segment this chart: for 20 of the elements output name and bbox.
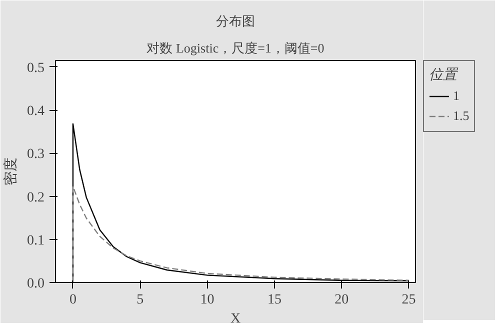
legend-label: 1 xyxy=(453,88,460,104)
x-tick-label: 25 xyxy=(402,292,416,308)
line-series xyxy=(72,186,410,282)
x-tick-label: 20 xyxy=(334,292,349,308)
y-tick-label: 0.4 xyxy=(27,104,44,120)
x-tick-label: 5 xyxy=(136,292,144,308)
chart-title: 分布图 xyxy=(216,14,255,28)
y-axis-title: 密度 xyxy=(3,158,19,186)
x-tick-label: 10 xyxy=(200,292,214,308)
chart-subtitle: 对数 Logistic，尺度=1，阈值=0 xyxy=(146,40,324,56)
y-tick-label: 0.2 xyxy=(27,190,44,206)
x-axis-title: X xyxy=(230,312,241,326)
y-tick-label: 0.0 xyxy=(27,276,44,292)
legend-label: 1.5 xyxy=(453,108,470,124)
y-tick-label: 0.3 xyxy=(27,147,44,162)
y-tick-label: 0.5 xyxy=(27,60,44,76)
legend-title: 位置 xyxy=(429,66,460,84)
x-tick-label: 0 xyxy=(69,292,76,308)
x-tick-label: 15 xyxy=(267,292,282,308)
y-tick-label: 0.1 xyxy=(27,233,44,248)
